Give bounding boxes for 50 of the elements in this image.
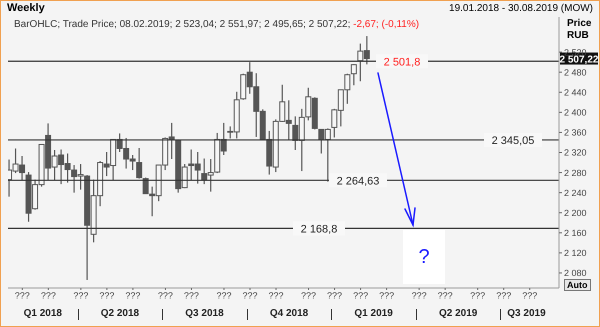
y-tick-label: 2 320 xyxy=(564,148,587,158)
x-tick-label: ??? xyxy=(496,290,512,300)
text: Q2 2018 xyxy=(100,308,140,319)
y-tick-label: 2 200 xyxy=(564,208,587,218)
text: Q4 2018 xyxy=(268,308,310,319)
x-tick-label: ??? xyxy=(40,290,56,300)
text: Q1 2019 xyxy=(353,308,394,319)
y-tick-label: 2 120 xyxy=(564,248,587,258)
candlestick xyxy=(136,147,142,180)
ref-line-label: 2 264,63 xyxy=(336,175,380,188)
y-tick-label: 2 440 xyxy=(564,87,587,98)
y-tick-label: 2 240 xyxy=(564,188,587,198)
ref-line-label: 2 345,05 xyxy=(492,134,534,147)
text: Q3 2018 xyxy=(184,308,225,319)
x-tick-label: ??? xyxy=(353,290,368,300)
x-tick-label: ??? xyxy=(158,290,173,300)
x-tick-label: ??? xyxy=(522,290,538,300)
y-tick-label: 2 080 xyxy=(564,268,587,278)
annotation: ? xyxy=(403,230,445,284)
auto-button: Auto xyxy=(564,279,590,291)
ref-line-label: 2 501,8 xyxy=(384,56,420,68)
y-axis-title: Price RUB xyxy=(567,18,592,42)
annotation: -2,67; (-0,11%) xyxy=(353,19,420,30)
chart-subtitle: 19.01.2018 - 30.08.2019 (MOW) xyxy=(449,3,593,14)
x-tick-label: ??? xyxy=(438,290,453,300)
x-tick-label: ??? xyxy=(327,290,342,300)
x-tick-label: ??? xyxy=(99,290,114,300)
text: Q3 2019 xyxy=(506,308,547,319)
x-tick-label: ??? xyxy=(412,290,427,300)
x-tick-label: ??? xyxy=(470,290,486,300)
x-tick-label: ??? xyxy=(14,290,30,300)
text: Q1 2018 xyxy=(22,308,63,319)
chart-title: Weekly xyxy=(7,2,45,14)
x-tick-label: ??? xyxy=(184,290,199,300)
y-tick-label: 2 280 xyxy=(564,168,587,178)
x-tick-label: ??? xyxy=(379,290,394,300)
x-tick-label: ??? xyxy=(242,290,258,300)
candlestick xyxy=(350,64,357,86)
ref-line-label: 2 168,8 xyxy=(300,223,338,236)
x-tick-label: ??? xyxy=(301,290,316,300)
x-tick-label: ??? xyxy=(268,290,284,300)
y-tick-label: 2 400 xyxy=(564,108,587,118)
x-tick-label: ??? xyxy=(125,290,140,300)
x-tick-label: ??? xyxy=(216,290,232,300)
y-tick-label: 2 160 xyxy=(564,228,587,238)
y-tick-label: 2 360 xyxy=(564,128,587,138)
text: Q2 2019 xyxy=(438,308,478,319)
y-tick-label: 2 480 xyxy=(564,67,587,78)
x-tick-label: ??? xyxy=(73,290,88,300)
annotation: BarOHLC; Trade Price; 08.02.2019; 2 523,04; 2 551,97; 2 495,65; 2 507,22; xyxy=(14,19,350,30)
